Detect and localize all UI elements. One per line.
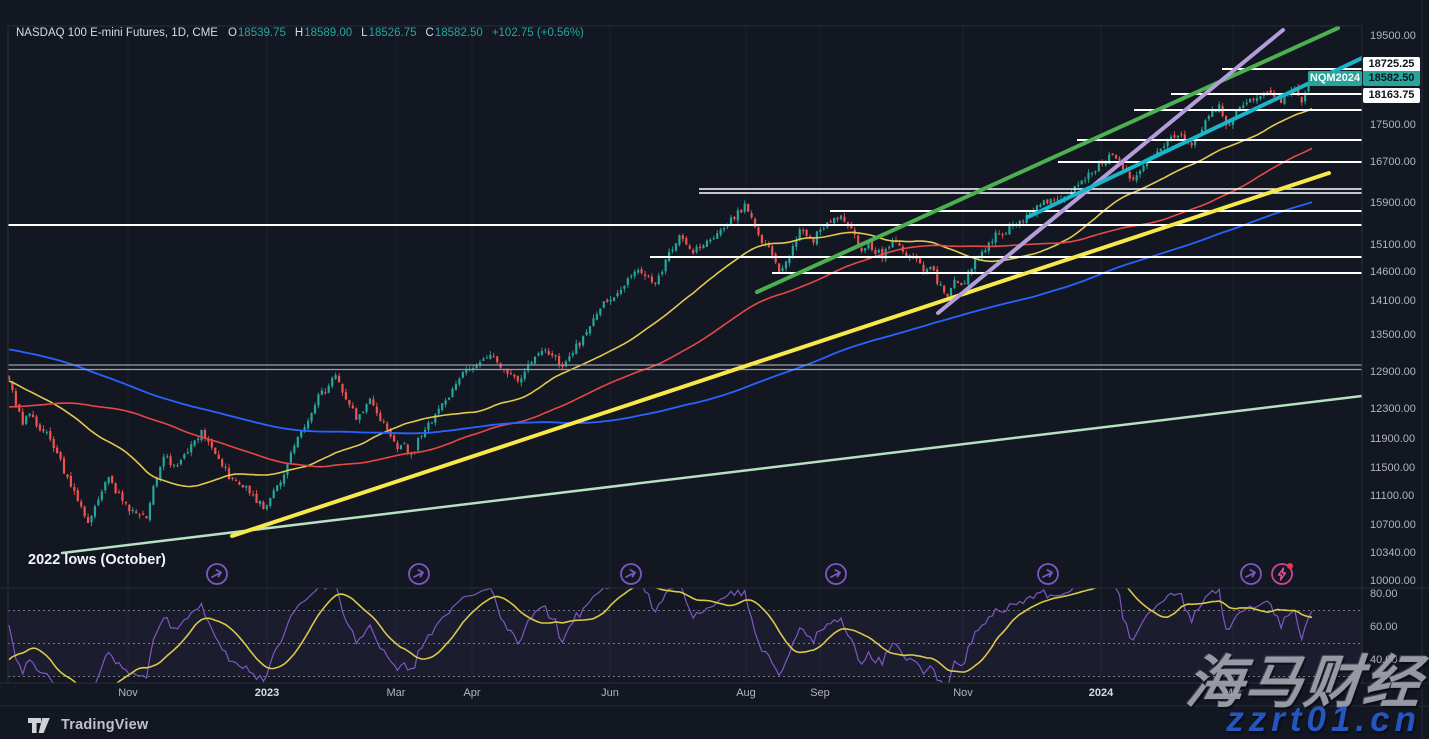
legend-part: L: [361, 27, 368, 39]
time-axis-label: Mar: [386, 687, 406, 699]
price-axis-label: 15100.00: [1370, 239, 1416, 251]
price-badge: 18582.50: [1363, 71, 1420, 86]
time-axis-label: Aug: [736, 687, 756, 699]
time-axis-label: Mar: [1223, 687, 1243, 699]
legend-part: 18589.00: [304, 27, 353, 39]
price-axis-label: 11100.00: [1370, 490, 1415, 502]
price-axis-label: 12300.00: [1370, 403, 1416, 415]
price-axis-label: 17500.00: [1370, 119, 1416, 131]
price-axis-label: 19500.00: [1370, 30, 1416, 42]
price-axis-label: 14100.00: [1370, 295, 1416, 307]
legend-part: 18526.75: [368, 27, 417, 39]
legend-part: NASDAQ 100 E-mini Futures, 1D, CME: [16, 27, 218, 39]
time-axis-label: 2024: [1088, 687, 1114, 699]
price-axis-label: 10340.00: [1370, 547, 1416, 559]
rsi-line[interactable]: [8, 575, 1313, 709]
price-badge: 18163.75: [1363, 88, 1420, 103]
price-axis-label: 11900.00: [1370, 433, 1416, 445]
price-axis-label: 13500.00: [1370, 329, 1416, 341]
contract-tag: NQM2024: [1308, 71, 1362, 86]
time-axis-label: 2023: [254, 687, 280, 699]
price-axis-label: 12900.00: [1370, 366, 1416, 378]
trendline-anchor-icon[interactable]: [1035, 561, 1061, 587]
trendlines[interactable]: [60, 26, 1362, 555]
trendline-anchor-icon[interactable]: [204, 561, 230, 587]
trendline-anchor-icon[interactable]: [618, 561, 644, 587]
footer-brand[interactable]: TradingView: [28, 713, 148, 737]
ma-line-slow[interactable]: [8, 201, 1313, 435]
price-axis-label: 15900.00: [1370, 197, 1416, 209]
yellow-trendline: [230, 171, 1331, 538]
price-axis-label: 16700.00: [1370, 156, 1416, 168]
trendline-anchor-icon[interactable]: [1238, 561, 1264, 587]
legend-part: 18539.75: [237, 27, 286, 39]
price-axis-label: 10700.00: [1370, 519, 1416, 531]
legend-part: C: [425, 27, 434, 39]
time-axis-label: Apr: [463, 687, 481, 699]
price-axis-label: 60.00: [1370, 621, 1398, 633]
ma-line-mid[interactable]: [8, 147, 1313, 468]
tradingview-logo-icon: [28, 717, 50, 733]
watermark-url-text: zzrt01.cn: [1226, 700, 1421, 739]
trendline-anchor-icon[interactable]: [823, 561, 849, 587]
text-annotation-2022-lows: 2022 lows (October): [28, 552, 166, 568]
price-axis-label: 10000.00: [1370, 575, 1416, 587]
symbol-legend[interactable]: NASDAQ 100 E-mini Futures, 1D, CME O18539…: [16, 27, 584, 40]
purple-trendline: [936, 28, 1285, 315]
legend-part: H: [294, 27, 304, 39]
mint-trendline: [60, 394, 1362, 555]
legend-part: +102.75 (+0.56%): [491, 27, 584, 39]
green-trendline: [755, 26, 1340, 294]
tradingview-brand-text: TradingView: [61, 717, 149, 733]
time-axis-label: Jun: [601, 687, 619, 699]
time-axis-label: Nov: [118, 687, 138, 699]
price-badge: 18725.25: [1363, 57, 1420, 72]
legend-part: O: [227, 27, 237, 39]
legend-part: 18582.50: [434, 27, 483, 39]
flash-alert-icon[interactable]: [1269, 561, 1295, 587]
price-axis-label: 80.00: [1370, 588, 1398, 600]
teal-trendline: [1026, 56, 1362, 219]
price-axis-label: 11500.00: [1370, 462, 1416, 474]
price-axis-label: 40.00: [1370, 654, 1398, 666]
time-axis-label: Nov: [953, 687, 973, 699]
trendline-anchor-icon[interactable]: [406, 561, 432, 587]
time-axis-label: Sep: [810, 687, 830, 699]
price-axis-label: 14600.00: [1370, 266, 1416, 278]
ma-line-fast[interactable]: [8, 107, 1313, 488]
